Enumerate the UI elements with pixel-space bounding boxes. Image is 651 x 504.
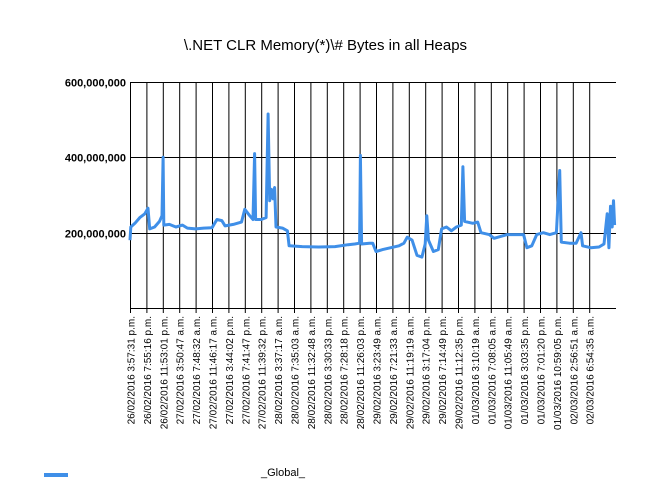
x-tick-label: 29/02/2016 3:17:04 p.m. <box>422 316 433 424</box>
x-tick-label: 27/02/2016 7:48:32 a.m. <box>192 316 203 424</box>
x-tick-label: 01/03/2016 10:59:05 p.m. <box>553 316 564 430</box>
x-tick-label: 02/03/2016 2:56:51 a.m. <box>569 316 580 424</box>
x-tick-label: 26/02/2016 7:55:16 p.m. <box>143 316 154 424</box>
x-tick-label: 28/02/2016 11:32:48 a.m. <box>307 316 318 429</box>
x-tick-label: 29/02/2016 11:12:35 p.m. <box>455 316 466 429</box>
x-tick-label: 27/02/2016 3:44:02 p.m. <box>225 316 236 424</box>
x-tick-label: 29/02/2016 7:21:33 a.m. <box>389 316 400 424</box>
y-tick-label: 400,000,000 <box>65 153 126 165</box>
chart-title: \.NET CLR Memory(*)\# Bytes in all Heaps <box>183 37 468 54</box>
legend-swatch <box>44 473 68 477</box>
x-tick-label: 01/03/2016 11:05:49 a.m. <box>504 316 515 429</box>
x-tick-label: 27/02/2016 11:46:17 a.m. <box>209 316 220 429</box>
x-tick-label: 01/03/2016 3:03:35 p.m. <box>520 316 531 424</box>
x-tick-label: 01/03/2016 7:08:05 a.m. <box>487 316 498 424</box>
x-tick-label: 28/02/2016 7:35:03 a.m. <box>291 316 302 424</box>
legend-label: _Global_ <box>261 467 306 479</box>
x-tick-label: 01/03/2016 7:01:20 p.m. <box>537 316 548 424</box>
x-tick-label: 28/02/2016 7:28:18 p.m. <box>340 316 351 424</box>
x-tick-label: 28/02/2016 11:26:03 p.m. <box>356 316 367 429</box>
series-line <box>128 112 617 259</box>
x-tick-label: 29/02/2016 7:14:49 p.m. <box>438 316 449 424</box>
x-tick-label: 02/03/2016 6:54:35 a.m. <box>586 316 597 424</box>
x-tick-label: 26/02/2016 11:53:01 p.m. <box>159 316 170 429</box>
x-tick-label: 27/02/2016 3:50:47 a.m. <box>176 316 187 424</box>
x-tick-label: 27/02/2016 7:41:47 p.m. <box>241 316 252 424</box>
x-tick-label: 27/02/2016 11:39:32 p.m. <box>258 316 269 429</box>
x-tick-label: 29/02/2016 3:23:49 a.m. <box>373 316 384 424</box>
y-tick-label: 600,000,000 <box>65 78 126 90</box>
x-tick-label: 28/02/2016 3:30:33 p.m. <box>323 316 334 424</box>
y-tick-label: 200,000,000 <box>65 229 126 241</box>
x-tick-label: 29/02/2016 11:19:19 a.m. <box>405 316 416 429</box>
x-tick-label: 01/03/2016 3:10:19 a.m. <box>471 316 482 424</box>
x-tick-label: 26/02/2016 3:57:31 p.m. <box>127 316 138 424</box>
x-tick-label: 28/02/2016 3:37:17 a.m. <box>274 316 285 424</box>
